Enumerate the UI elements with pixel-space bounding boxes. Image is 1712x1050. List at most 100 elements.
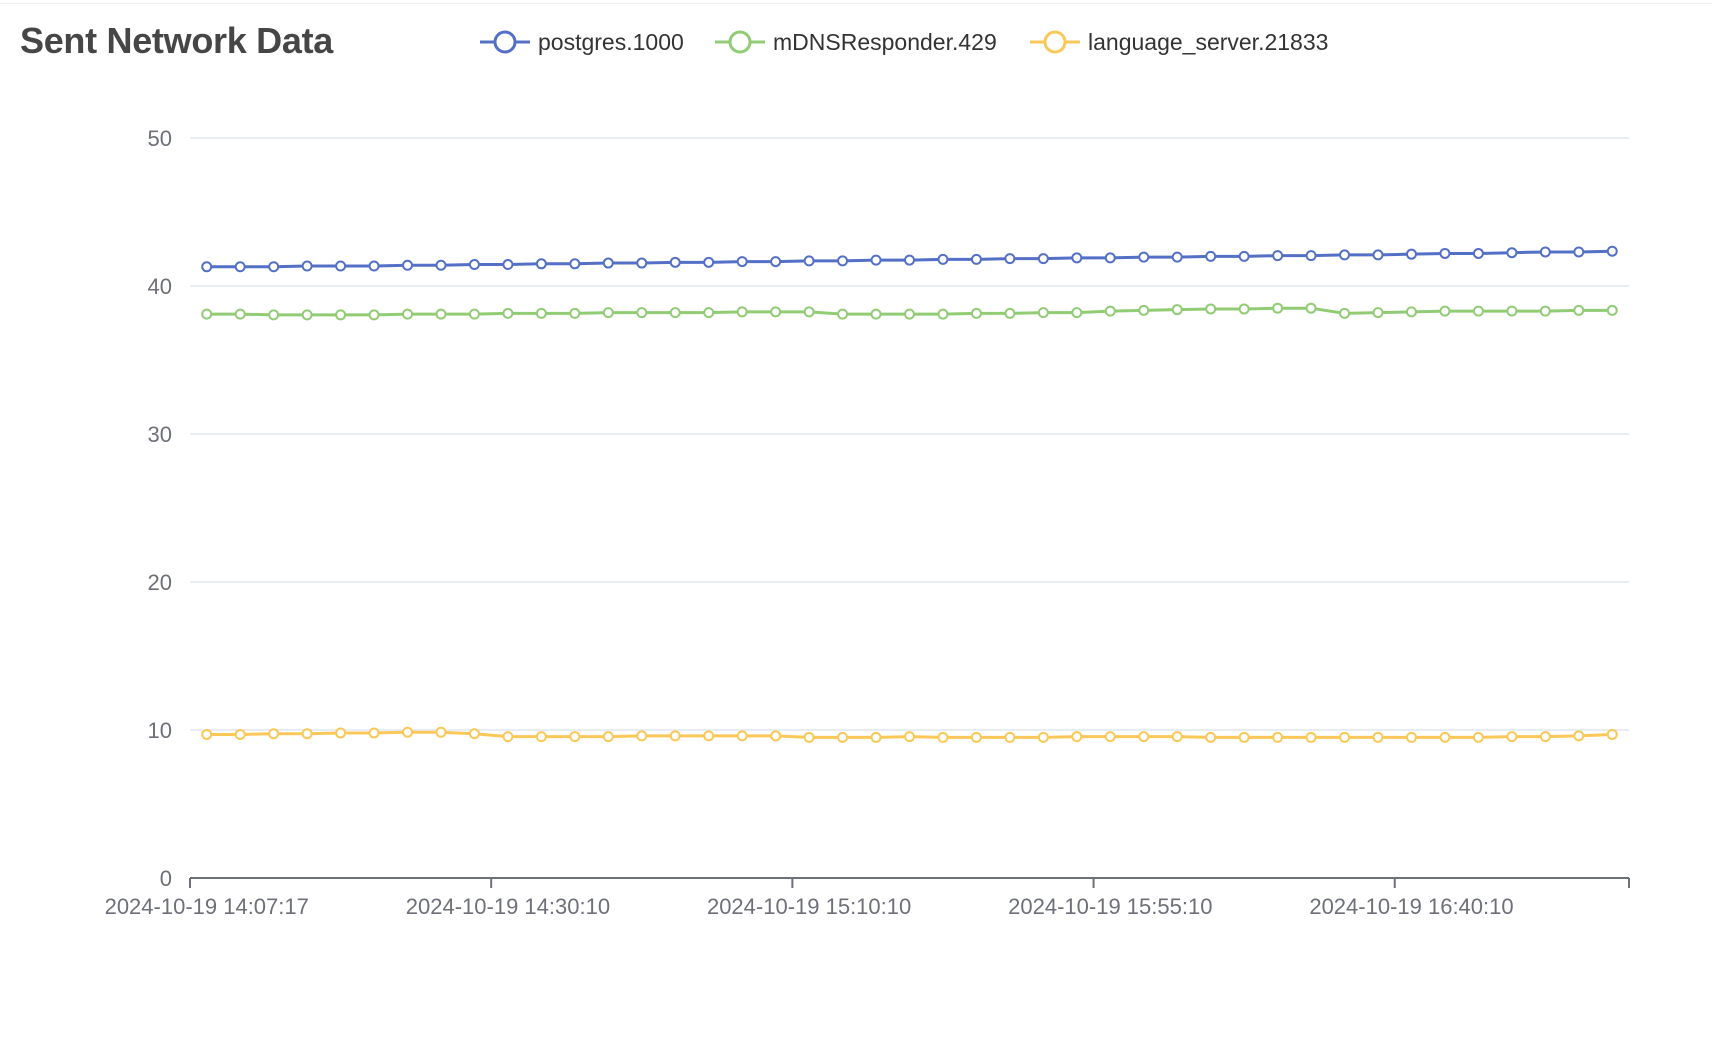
data-point	[1104, 252, 1116, 264]
data-point	[201, 308, 213, 320]
data-point	[1305, 731, 1317, 743]
data-point	[502, 307, 514, 319]
data-point	[1238, 303, 1250, 315]
data-point	[770, 306, 782, 318]
data-point	[669, 256, 681, 268]
legend-item-mdnsresponder[interactable]: mDNSResponder.429	[715, 24, 997, 60]
data-point	[1472, 731, 1484, 743]
data-point	[1071, 307, 1083, 319]
data-point	[301, 309, 313, 321]
data-point	[402, 726, 414, 738]
data-point	[1171, 731, 1183, 743]
data-point	[837, 731, 849, 743]
data-point	[1439, 731, 1451, 743]
data-point	[937, 308, 949, 320]
legend-item-language-server[interactable]: language_server.21833	[1030, 24, 1328, 60]
data-point	[234, 261, 246, 273]
data-point	[1305, 302, 1317, 314]
top-divider	[0, 3, 1712, 4]
data-point	[1238, 731, 1250, 743]
data-point	[1405, 248, 1417, 260]
data-point	[1071, 252, 1083, 264]
data-point	[770, 256, 782, 268]
data-point	[569, 258, 581, 270]
data-point	[301, 728, 313, 740]
data-point	[803, 255, 815, 267]
data-point	[1606, 245, 1618, 257]
data-point	[234, 308, 246, 320]
data-point	[1004, 253, 1016, 265]
data-point	[1372, 249, 1384, 261]
data-point	[1606, 304, 1618, 316]
data-point	[669, 730, 681, 742]
data-point	[1539, 731, 1551, 743]
data-point	[970, 253, 982, 265]
data-point	[1305, 250, 1317, 262]
data-point	[736, 730, 748, 742]
y-tick-label: 50	[148, 126, 172, 151]
data-point	[435, 308, 447, 320]
data-point	[569, 307, 581, 319]
data-point	[1372, 731, 1384, 743]
legend-item-postgres[interactable]: postgres.1000	[480, 24, 684, 60]
data-point	[602, 307, 614, 319]
data-point	[904, 308, 915, 320]
data-point	[803, 306, 815, 318]
data-point	[1573, 246, 1585, 258]
legend-line-circle-icon	[1030, 30, 1080, 54]
data-point	[1339, 249, 1351, 261]
data-point	[435, 726, 447, 738]
data-point	[1138, 731, 1150, 743]
data-point	[335, 727, 347, 739]
data-point	[1539, 246, 1551, 258]
x-tick-label: 2024-10-19 14:07:17	[105, 894, 309, 919]
data-point	[870, 308, 882, 320]
data-point	[1372, 307, 1384, 319]
data-point	[1205, 250, 1217, 262]
legend-label: postgres.1000	[538, 28, 684, 55]
data-point	[1138, 304, 1150, 316]
data-point	[1539, 305, 1551, 317]
data-point	[468, 308, 480, 320]
data-point	[703, 256, 715, 268]
data-point	[1104, 731, 1116, 743]
data-point	[669, 307, 681, 319]
data-point	[502, 731, 514, 743]
data-point	[970, 307, 982, 319]
data-point	[268, 261, 280, 273]
data-point	[1004, 731, 1016, 743]
data-point	[937, 731, 949, 743]
data-point	[736, 256, 748, 268]
data-point	[837, 255, 849, 267]
data-point	[569, 731, 581, 743]
data-point	[870, 731, 882, 743]
data-point	[602, 731, 614, 743]
data-point	[502, 259, 514, 271]
y-tick-label: 10	[148, 718, 172, 743]
legend-label: mDNSResponder.429	[773, 28, 997, 55]
data-point	[1272, 731, 1284, 743]
data-point	[1506, 247, 1518, 259]
y-tick-label: 30	[148, 422, 172, 447]
data-point	[870, 254, 882, 266]
data-point	[803, 731, 815, 743]
legend-line-circle-icon	[715, 30, 765, 54]
data-point	[1472, 247, 1484, 259]
data-point	[535, 731, 547, 743]
y-tick-label: 40	[148, 274, 172, 299]
data-point	[703, 730, 715, 742]
data-point	[402, 308, 414, 320]
chart-title: Sent Network Data	[20, 20, 333, 61]
data-point	[1506, 305, 1518, 317]
data-point	[770, 730, 782, 742]
data-point	[402, 259, 414, 271]
data-point	[1339, 731, 1351, 743]
data-point	[636, 307, 648, 319]
data-point	[1071, 731, 1083, 743]
chart-legend: postgres.1000 mDNSResponder.429 language…	[0, 24, 1712, 60]
data-point	[301, 260, 313, 272]
data-point	[468, 728, 480, 740]
data-point	[1573, 304, 1585, 316]
data-point	[1405, 731, 1417, 743]
